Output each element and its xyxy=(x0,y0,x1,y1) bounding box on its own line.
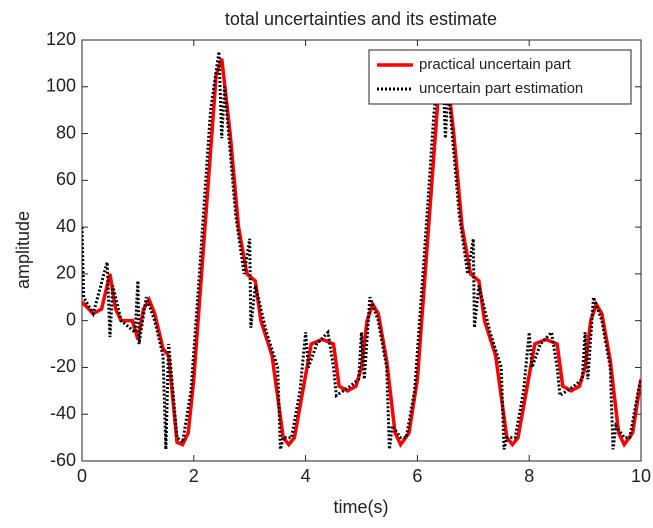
legend-label: practical uncertain part xyxy=(419,56,572,73)
chart-title: total uncertainties and its estimate xyxy=(225,9,497,29)
y-tick-label: 120 xyxy=(46,29,76,49)
y-tick-label: -20 xyxy=(50,356,76,376)
y-axis-label: amplitude xyxy=(13,211,33,289)
y-tick-label: 80 xyxy=(56,122,76,142)
x-tick-label: 2 xyxy=(189,466,199,486)
x-axis-label: time(s) xyxy=(334,497,389,517)
series-line xyxy=(82,51,641,450)
y-tick-label: 0 xyxy=(66,309,76,329)
x-tick-label: 6 xyxy=(412,466,422,486)
y-tick-label: -60 xyxy=(50,450,76,470)
y-tick-label: -40 xyxy=(50,403,76,423)
x-tick-label: 10 xyxy=(631,466,651,486)
y-tick-label: 40 xyxy=(56,216,76,236)
x-tick-label: 8 xyxy=(524,466,534,486)
legend-box xyxy=(368,49,632,105)
axes-box xyxy=(81,39,642,462)
x-tick-label: 4 xyxy=(301,466,311,486)
y-tick-label: 60 xyxy=(56,169,76,189)
legend: practical uncertain part uncertain part e… xyxy=(368,49,632,105)
y-tick-label: 20 xyxy=(56,263,76,283)
y-tick-label: 100 xyxy=(46,76,76,96)
x-tick-label: 0 xyxy=(77,466,87,486)
legend-label: uncertain part estimation xyxy=(419,80,583,97)
